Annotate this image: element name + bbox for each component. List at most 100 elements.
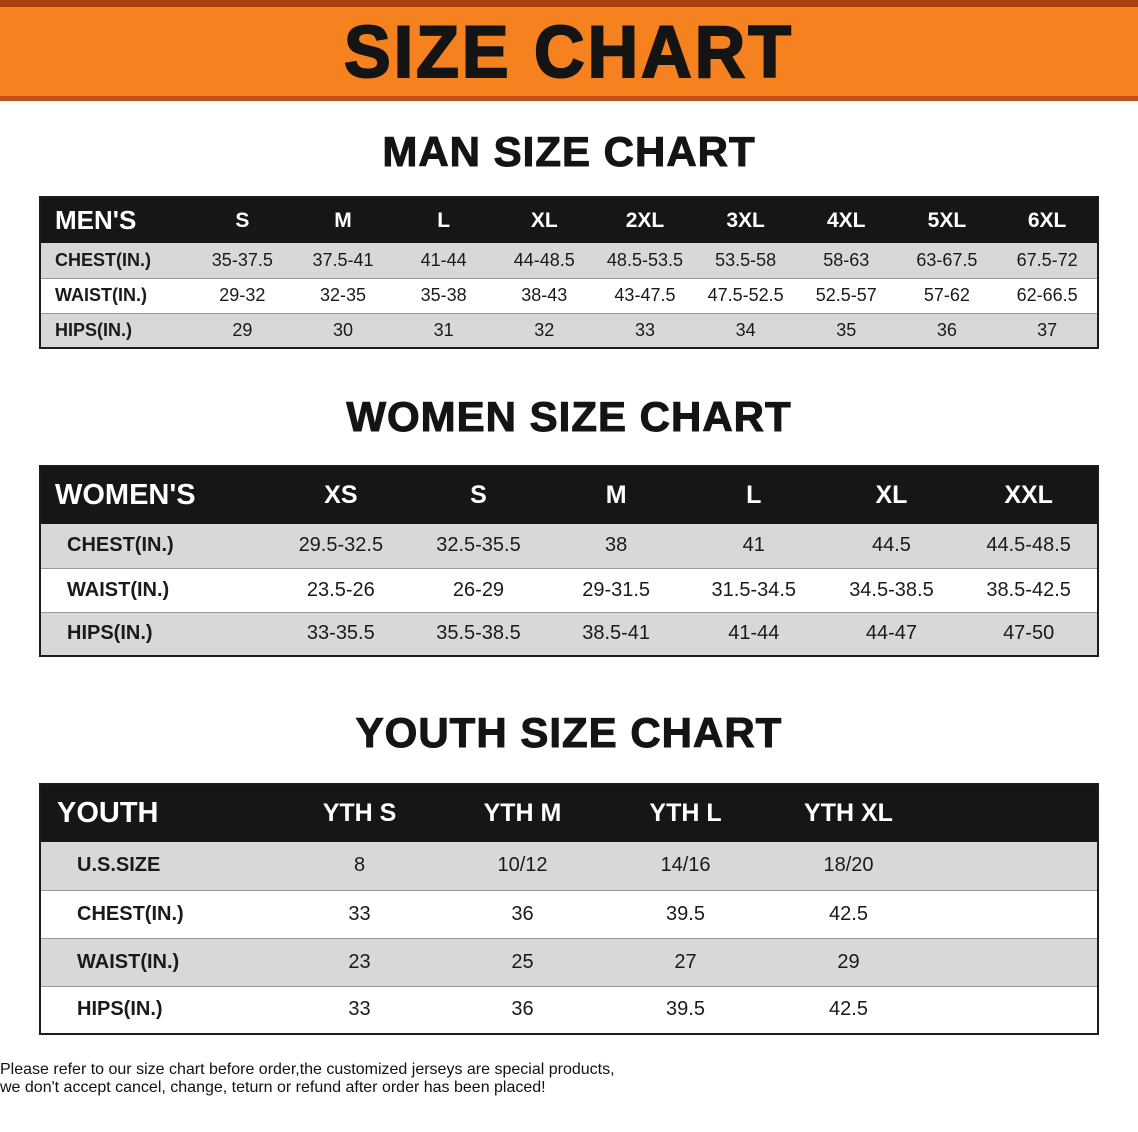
size-column-header: XS (272, 466, 410, 524)
size-column-header: YTH XL (767, 784, 930, 842)
size-column-header: XL (822, 466, 961, 524)
size-value-cell: 44.5-48.5 (986, 534, 1071, 557)
size-value-cell: 30 (332, 319, 353, 340)
size-value-cell: 41-44 (728, 622, 780, 645)
size-value-cell: 32 (534, 319, 555, 340)
row-label-cell: HIPS(IN.) (77, 998, 163, 1021)
youth-size-table: YOUTH YTH S YTH M YTH L YTH XL U.S.SIZE 8 10/12… (39, 783, 1099, 1035)
size-value-cell: 36 (511, 998, 534, 1021)
youth-section-heading: YOUTH SIZE CHART (355, 709, 783, 757)
table-row: U.S.SIZE 8 10/12 14/16 18/20 (40, 842, 1098, 890)
size-column-header: M (292, 197, 394, 243)
size-value-cell: 52.5-57 (815, 285, 877, 305)
size-value-cell: 29 (232, 319, 253, 340)
row-label-cell: HIPS(IN.) (55, 319, 133, 340)
footer-note-line1: Please refer to our size chart before or… (0, 1061, 615, 1078)
size-column-header: L (684, 466, 823, 524)
size-value-cell: 41 (742, 534, 765, 557)
size-value-cell: 42.5 (829, 998, 868, 1021)
size-value-cell: 33 (348, 902, 371, 925)
spacer-cell (930, 986, 1098, 1034)
size-value-cell: 36 (511, 902, 534, 925)
spacer-cell (930, 938, 1098, 986)
size-value-cell: 39.5 (666, 902, 705, 925)
row-label-cell: CHEST(IN.) (77, 902, 184, 925)
men-size-section: MAN SIZE CHART MEN'S S M L XL 2XL 3XL 4XL 5XL 6XL… (0, 101, 1138, 349)
table-row: CHEST(IN.) 29.5-32.5 32.5-35.5 38 41 44.5 44.5… (40, 524, 1098, 568)
row-label-cell: WAIST(IN.) (67, 578, 170, 601)
size-column-header: 2XL (594, 197, 696, 243)
table-row: WAIST(IN.) 29-32 32-35 35-38 38-43 43-47.5 47.… (40, 278, 1098, 313)
women-size-section: WOMEN SIZE CHART WOMEN'S XS S M L XL XXL CHEST(… (0, 349, 1138, 657)
table-row: WAIST(IN.) 23.5-26 26-29 29-31.5 31.5-34.5 34… (40, 568, 1098, 612)
size-value-cell: 8 (353, 854, 366, 877)
row-label-cell: CHEST(IN.) (55, 249, 151, 270)
size-value-cell: 37.5-41 (312, 249, 374, 270)
size-value-cell: 62-66.5 (1016, 285, 1078, 305)
size-chart-banner: SIZE CHART (0, 0, 1138, 101)
size-value-cell: 57-62 (923, 285, 970, 305)
table-row: CHEST(IN.) 35-37.5 37.5-41 41-44 44-48.5 48.5… (40, 243, 1098, 278)
row-label-cell: U.S.SIZE (77, 854, 161, 877)
size-value-cell: 18/20 (823, 854, 874, 877)
header-row: YOUTH YTH S YTH M YTH L YTH XL (40, 784, 1098, 842)
size-value-cell: 38-43 (521, 285, 568, 305)
size-value-cell: 44.5 (871, 534, 911, 557)
table-row: HIPS(IN.) 33-35.5 35.5-38.5 38.5-41 41-44 44-… (40, 612, 1098, 656)
men-section-heading: MAN SIZE CHART (382, 128, 756, 176)
size-value-cell: 10/12 (497, 854, 548, 877)
header-row: WOMEN'S XS S M L XL XXL (40, 466, 1098, 524)
size-value-cell: 31.5-34.5 (711, 578, 797, 601)
row-label-cell: WAIST(IN.) (77, 950, 180, 973)
size-value-cell: 32-35 (319, 285, 366, 305)
size-column-header: L (393, 197, 494, 243)
size-value-cell: 26-29 (452, 578, 505, 601)
size-value-cell: 41-44 (420, 249, 467, 270)
size-value-cell: 27 (674, 950, 697, 973)
size-value-cell: 33-35.5 (306, 622, 375, 645)
row-label-cell: HIPS(IN.) (67, 622, 153, 645)
size-value-cell: 35 (836, 319, 857, 340)
size-value-cell: 29-31.5 (582, 578, 651, 601)
row-label-cell: CHEST(IN.) (67, 534, 174, 557)
women-section-heading: WOMEN SIZE CHART (346, 393, 792, 441)
size-column-header: S (409, 466, 548, 524)
size-value-cell: 33 (634, 319, 655, 340)
size-value-cell: 23 (348, 950, 371, 973)
size-value-cell: 44-47 (865, 622, 918, 645)
size-value-cell: 29-32 (219, 285, 266, 305)
size-value-cell: 58-63 (823, 249, 870, 270)
size-value-cell: 63-67.5 (916, 249, 978, 270)
size-column-header: M (547, 466, 685, 524)
youth-size-section: YOUTH SIZE CHART YOUTH YTH S YTH M YTH L YTH… (0, 657, 1138, 1035)
size-value-cell: 38.5-41 (582, 622, 651, 645)
size-value-cell: 37 (1037, 319, 1058, 340)
size-value-cell: 44-48.5 (513, 249, 575, 270)
table-row: WAIST(IN.) 23 25 27 29 (40, 938, 1098, 986)
men-size-table: MEN'S S M L XL 2XL 3XL 4XL 5XL 6XL CHEST(IN.) 35-37… (39, 196, 1099, 349)
size-value-cell: 35.5-38.5 (436, 622, 521, 645)
table-row: HIPS(IN.) 29 30 31 32 33 34 35 36 37 (40, 313, 1098, 348)
size-value-cell: 34 (735, 319, 756, 340)
spacer-cell (930, 784, 1098, 842)
size-value-cell: 29.5-32.5 (298, 534, 384, 557)
size-value-cell: 35-37.5 (211, 249, 273, 270)
women-size-table: WOMEN'S XS S M L XL XXL CHEST(IN.) 29.5-32.5 32.5… (39, 465, 1099, 657)
spacer-cell (930, 890, 1098, 938)
size-column-header: 5XL (896, 197, 998, 243)
size-column-header: YTH M (441, 784, 604, 842)
size-column-header: S (192, 197, 293, 243)
size-column-header: 4XL (795, 197, 897, 243)
size-value-cell: 36 (936, 319, 957, 340)
size-value-cell: 32.5-35.5 (436, 534, 521, 557)
row-label-cell: WAIST(IN.) (55, 285, 147, 305)
spacer-cell (930, 842, 1098, 890)
size-column-header: 3XL (695, 197, 796, 243)
table-row: HIPS(IN.) 33 36 39.5 42.5 (40, 986, 1098, 1034)
size-value-cell: 33 (348, 998, 371, 1021)
size-value-cell: 42.5 (829, 902, 868, 925)
size-value-cell: 35-38 (420, 285, 467, 305)
table-title-cell: WOMEN'S (40, 466, 272, 524)
size-column-header: XXL (960, 466, 1098, 524)
table-title-cell: MEN'S (40, 197, 192, 243)
